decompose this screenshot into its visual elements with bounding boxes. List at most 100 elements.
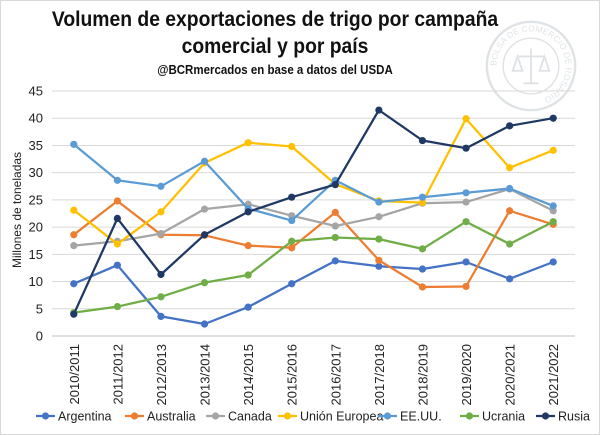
y-tick-label: 35	[29, 138, 43, 153]
series-unión-europea	[70, 115, 557, 248]
data-point	[549, 202, 557, 210]
data-point	[506, 164, 514, 172]
series-line	[73, 117, 554, 246]
data-point	[375, 198, 383, 206]
x-tick-label: 2013/2014	[198, 344, 213, 405]
data-point	[70, 280, 78, 288]
legend-swatch-marker	[541, 412, 550, 420]
legend-swatch-marker	[465, 412, 474, 420]
data-point	[375, 106, 383, 114]
data-point	[200, 279, 209, 287]
x-tick-label: 2021/2022	[546, 344, 561, 405]
gridlines	[52, 90, 575, 337]
data-point	[549, 218, 557, 226]
legend-item: Rusia	[536, 410, 590, 424]
data-point	[331, 208, 339, 217]
data-point	[418, 193, 427, 201]
data-point	[244, 208, 252, 216]
chart-title-line-2: comercial y por país	[181, 35, 369, 58]
data-point	[200, 231, 209, 239]
y-tick-label: 5	[36, 301, 43, 316]
data-point	[375, 262, 383, 270]
series-line	[73, 220, 554, 314]
data-point	[200, 157, 209, 165]
legend-label: Canada	[228, 410, 272, 424]
y-axis-ticks: 0 5 10 15 20 25 30 35 40 45	[29, 84, 43, 344]
series-ucrania	[70, 218, 557, 317]
data-point	[331, 257, 339, 265]
x-tick-label: 2010/2011	[67, 344, 82, 405]
bcr-seal-watermark: BOLSA DE COMERCIO DE ROSARIO	[485, 20, 577, 112]
data-point	[462, 115, 470, 123]
data-point	[70, 206, 78, 214]
legend-swatch-marker	[130, 412, 139, 420]
series-line	[72, 108, 554, 315]
data-point	[113, 303, 121, 311]
data-point	[157, 208, 165, 216]
legend-item: Argentina	[36, 410, 112, 424]
x-tick-label: 2020/2021	[503, 344, 518, 405]
data-point	[375, 213, 383, 221]
data-point	[375, 256, 383, 264]
data-point	[549, 146, 557, 154]
data-point	[113, 197, 121, 205]
data-point	[200, 205, 209, 213]
y-tick-label: 45	[29, 84, 43, 99]
y-tick-label: 30	[29, 165, 43, 180]
y-tick-label: 20	[29, 220, 43, 235]
data-point	[244, 139, 252, 147]
data-point	[506, 240, 514, 248]
data-point	[418, 199, 427, 207]
data-point	[70, 242, 78, 250]
x-tick-label: 2017/2018	[372, 344, 387, 405]
data-point	[462, 144, 470, 152]
data-point	[462, 218, 470, 226]
data-point	[157, 312, 165, 320]
x-tick-label: 2014/2015	[241, 344, 256, 405]
data-point	[157, 230, 165, 238]
legend: Argentina Australia Canada Unión Europea EE.…	[36, 410, 590, 424]
data-point	[288, 193, 296, 201]
series-line	[73, 143, 554, 222]
data-point	[157, 270, 165, 279]
legend-label: Australia	[147, 410, 196, 424]
legend-item: Canada	[206, 410, 272, 424]
data-point	[113, 176, 121, 184]
data-point	[462, 282, 470, 291]
legend-item: Ucrania	[460, 410, 525, 424]
data-point	[157, 182, 165, 190]
data-point	[418, 265, 427, 273]
y-tick-label: 0	[36, 329, 43, 344]
data-point	[70, 140, 78, 148]
data-point	[549, 114, 557, 122]
legend-label: Rusia	[558, 410, 590, 424]
data-point	[418, 136, 427, 145]
data-point	[113, 240, 121, 248]
x-tick-label: 2019/2020	[459, 344, 474, 405]
legend-swatch-marker	[283, 412, 292, 420]
series-lines	[70, 106, 557, 328]
data-point	[331, 222, 339, 230]
x-tick-label: 2018/2019	[415, 344, 430, 405]
legend-item: EE.UU.	[378, 410, 442, 424]
data-point	[331, 233, 339, 242]
series-line	[73, 187, 554, 247]
series-ee-uu-	[70, 140, 557, 225]
legend-swatch-marker	[211, 412, 220, 420]
legend-item: Unión Europea	[278, 410, 383, 424]
series-australia	[70, 197, 557, 291]
data-point	[506, 122, 514, 130]
legend-swatch-marker	[41, 412, 50, 420]
x-tick-label: 2016/2017	[328, 344, 343, 405]
series-line	[73, 199, 554, 289]
chart-subtitle: @BCRmercados en base a datos del USDA	[157, 63, 393, 77]
data-point	[506, 207, 514, 215]
legend-label: Ucrania	[482, 410, 525, 424]
x-tick-label: 2012/2013	[154, 344, 169, 405]
data-point	[70, 310, 78, 318]
y-tick-label: 15	[29, 247, 43, 262]
x-tick-label: 2015/2016	[285, 344, 300, 405]
series-line	[73, 259, 554, 326]
data-point	[418, 245, 427, 253]
data-point	[462, 198, 470, 206]
